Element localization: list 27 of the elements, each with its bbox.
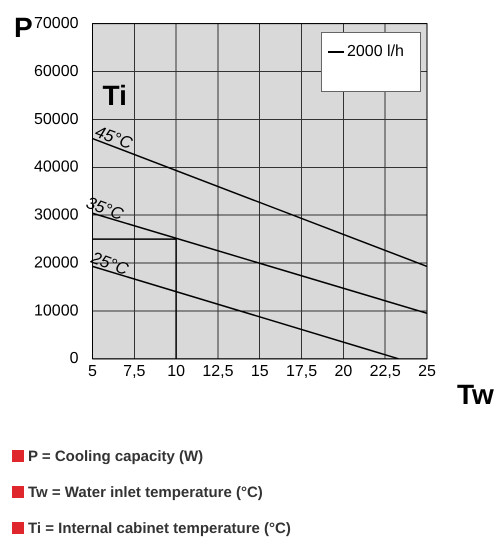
y-tick-label: 70000 (34, 15, 79, 32)
y-tick-label: 40000 (34, 158, 79, 176)
x-tick-label: 5 (88, 362, 98, 380)
x-tick-label: 17,5 (286, 362, 318, 380)
legend-label: 2000 l/h (347, 42, 404, 61)
y-tick-label: 10000 (34, 302, 79, 320)
text: P = Cooling capacity (W) (28, 448, 204, 464)
x-tick-label: 22,5 (370, 362, 401, 380)
x-tick-label: 7,5 (123, 362, 146, 380)
y-tick-label: 60000 (34, 62, 79, 80)
text: Ti = Internal cabinet temperature (°C) (28, 520, 291, 536)
y-tick-label: 0 (70, 350, 79, 368)
annotation: 25°C (88, 248, 131, 279)
x-axis-title: Tw (457, 378, 494, 410)
x-tick-label: 12,5 (202, 362, 234, 380)
text: Tw = Water inlet temperature (°C) (28, 484, 263, 500)
annotation: 45°C (92, 122, 135, 153)
x-tick-label: 15 (250, 362, 269, 380)
x-tick-label: 20 (334, 362, 352, 380)
x-tick-label: 25 (418, 362, 436, 380)
y-tick-label: 30000 (34, 206, 79, 224)
annotation: 35°C (84, 193, 126, 224)
annotation: Ti (102, 80, 127, 111)
x-tick-label: 10 (167, 362, 186, 380)
y-tick-label: 20000 (34, 254, 79, 272)
y-axis-title: P (14, 12, 33, 43)
y-tick-label: 50000 (34, 110, 79, 128)
